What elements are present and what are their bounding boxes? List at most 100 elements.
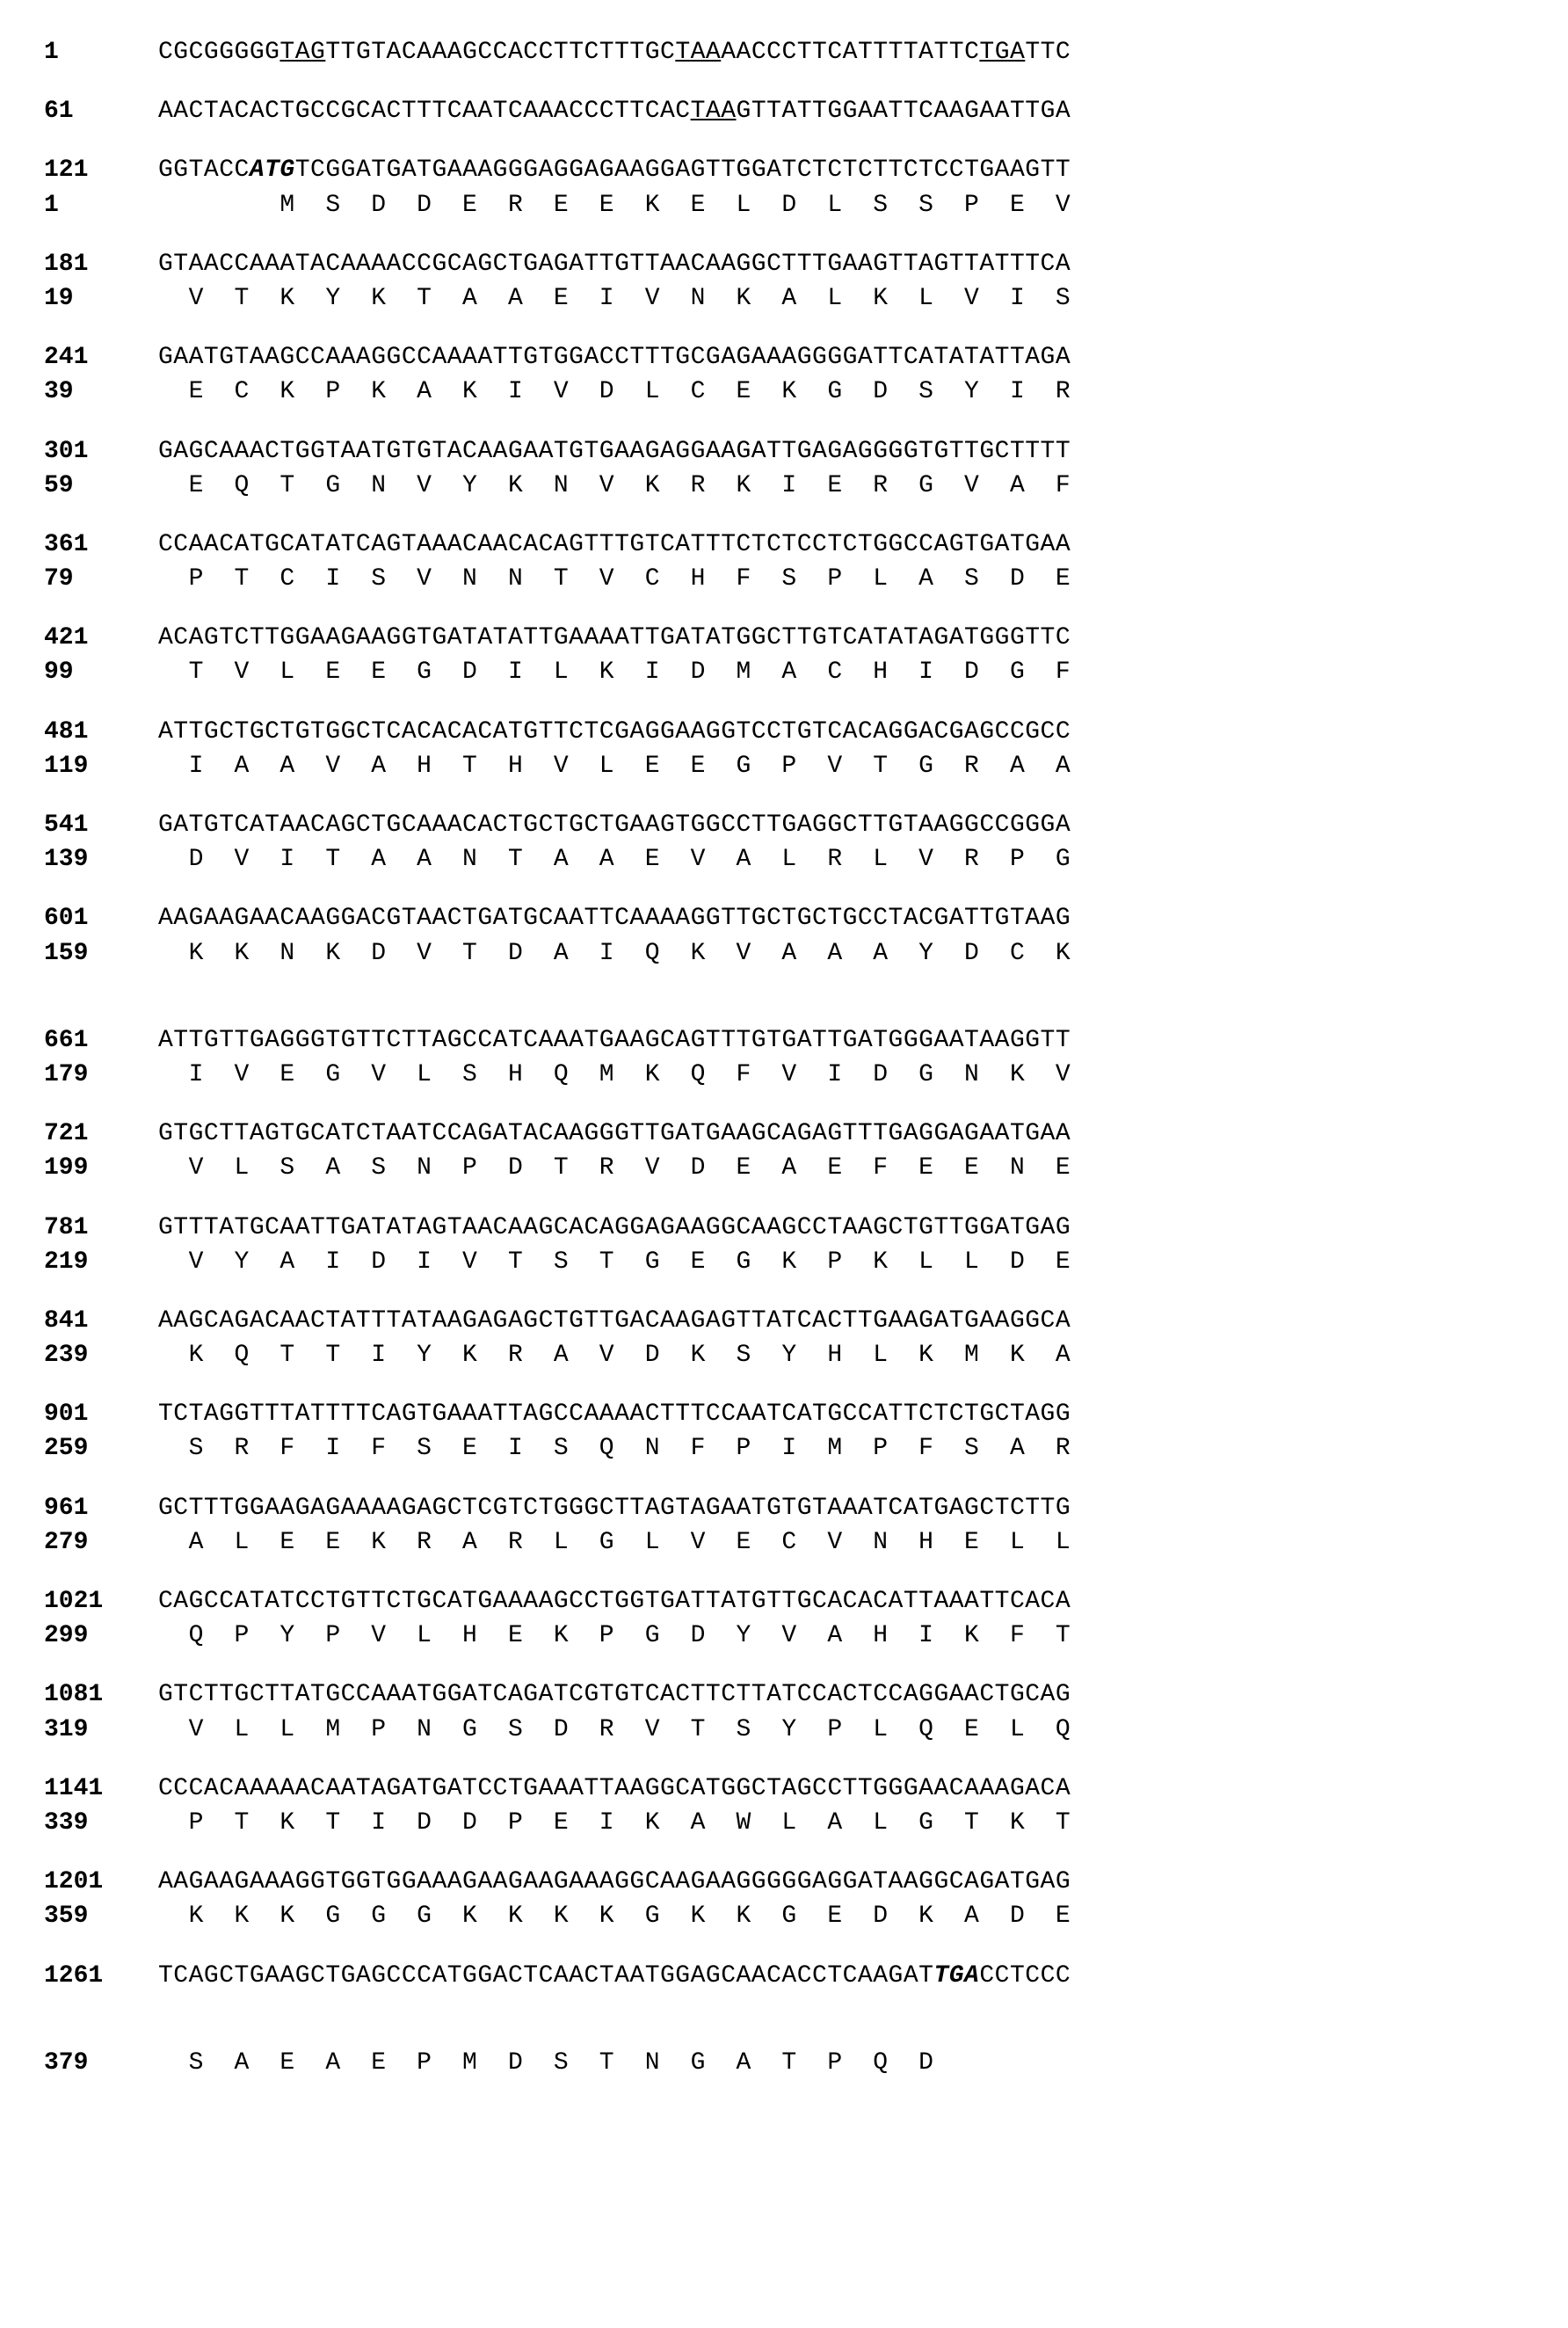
sequence-content: GTCTTGCTTATGCCAAATGGATCAGATCGTGTCACTTCTT… bbox=[158, 1677, 1524, 1746]
position-numbers: 18119 bbox=[44, 247, 158, 316]
sequence-content: AAGAAGAAAGGTGGTGGAAAGAAGAAGAAAGGCAAGAAGG… bbox=[158, 1865, 1524, 1933]
nucleotide-row: 601159AAGAAGAACAAGGACGTAACTGATGCAATTCAAA… bbox=[44, 901, 1524, 970]
nucleotide-sequence: GGTACCATGTCGGATGATGAAAGGGAGGAGAAGGAGTTGG… bbox=[158, 153, 1524, 187]
nucleotide-position: 781 bbox=[44, 1211, 158, 1245]
position-numbers: 61 bbox=[44, 94, 158, 128]
amino-acid-sequence: V L S A S N P D T R V D E A E F E E N E bbox=[158, 1151, 1524, 1185]
nucleotide-row: 901259TCTAGGTTTATTTTCAGTGAAATTAGCCAAAACT… bbox=[44, 1397, 1524, 1466]
sequence-block: 1021299CAGCCATATCCTGTTCTGCATGAAAAGCCTGGT… bbox=[44, 1584, 1524, 1653]
nucleotide-row: 481119ATTGCTGCTGTGGCTCACACACATGTTCTCGAGG… bbox=[44, 715, 1524, 783]
nucleotide-sequence: GTCTTGCTTATGCCAAATGGATCAGATCGTGTCACTTCTT… bbox=[158, 1677, 1524, 1712]
nucleotide-position: 481 bbox=[44, 715, 158, 749]
amino-acid-sequence: V L L M P N G S D R V T S Y P L Q E L Q bbox=[158, 1713, 1524, 1747]
nucleotide-position: 841 bbox=[44, 1304, 158, 1338]
nucleotide-row: 1201359AAGAAGAAAGGTGGTGGAAAGAAGAAGAAAGGC… bbox=[44, 1865, 1524, 1933]
sequence-block: 901259TCTAGGTTTATTTTCAGTGAAATTAGCCAAAACT… bbox=[44, 1397, 1524, 1466]
nucleotide-sequence: ATTGTTGAGGGTGTTCTTAGCCATCAAATGAAGCAGTTTG… bbox=[158, 1023, 1524, 1058]
sequence-content: TCTAGGTTTATTTTCAGTGAAATTAGCCAAAACTTTCCAA… bbox=[158, 1397, 1524, 1466]
amino-acid-position: 259 bbox=[44, 1431, 158, 1466]
amino-acid-sequence: T V L E E G D I L K I D M A C H I D G F bbox=[158, 655, 1524, 689]
sequence-content: AAGAAGAACAAGGACGTAACTGATGCAATTCAAAAGGTTG… bbox=[158, 901, 1524, 970]
sequence-block: 1211GGTACCATGTCGGATGATGAAAGGGAGGAGAAGGAG… bbox=[44, 153, 1524, 222]
position-numbers: 1021299 bbox=[44, 1584, 158, 1653]
nucleotide-row: 42199ACAGTCTTGGAAGAAGGTGATATATTGAAAATTGA… bbox=[44, 621, 1524, 689]
amino-acid-position: 119 bbox=[44, 749, 158, 783]
amino-acid-sequence: E C K P K A K I V D L C E K G D S Y I R bbox=[158, 375, 1524, 409]
amino-acid-position: 59 bbox=[44, 469, 158, 503]
position-numbers: 42199 bbox=[44, 621, 158, 689]
nucleotide-row: 841239AAGCAGACAACTATTTATAAGAGAGCTGTTGACA… bbox=[44, 1304, 1524, 1372]
amino-acid-sequence: I V E G V L S H Q M K Q F V I D G N K V bbox=[158, 1058, 1524, 1092]
nucleotide-sequence: AACTACACTGCCGCACTTTCAATCAAACCCTTCACTAAGT… bbox=[158, 94, 1524, 128]
position-numbers: 1261 bbox=[44, 1959, 158, 1993]
position-numbers: 961279 bbox=[44, 1491, 158, 1560]
nucleotide-position: 1201 bbox=[44, 1865, 158, 1899]
nucleotide-row: 30159GAGCAAACTGGTAATGTGTACAAGAATGTGAAGAG… bbox=[44, 434, 1524, 503]
amino-acid-sequence: V T K Y K T A A E I V N K A L K L V I S bbox=[158, 281, 1524, 316]
sequence-content: GTTTATGCAATTGATATAGTAACAAGCACAGGAGAAGGCA… bbox=[158, 1211, 1524, 1279]
sequence-content: CAGCCATATCCTGTTCTGCATGAAAAGCCTGGTGATTATG… bbox=[158, 1584, 1524, 1653]
nucleotide-row: 721199GTGCTTAGTGCATCTAATCCAGATACAAGGGTTG… bbox=[44, 1117, 1524, 1185]
nucleotide-row: 61AACTACACTGCCGCACTTTCAATCAAACCCTTCACTAA… bbox=[44, 94, 1524, 128]
position-numbers: 781219 bbox=[44, 1211, 158, 1279]
nucleotide-sequence: GAGCAAACTGGTAATGTGTACAAGAATGTGAAGAGGAAGA… bbox=[158, 434, 1524, 469]
sequence-content: ACAGTCTTGGAAGAAGGTGATATATTGAAAATTGATATGG… bbox=[158, 621, 1524, 689]
sequence-block: 841239AAGCAGACAACTATTTATAAGAGAGCTGTTGACA… bbox=[44, 1304, 1524, 1372]
nucleotide-position: 121 bbox=[44, 153, 158, 187]
amino-acid-position: 239 bbox=[44, 1338, 158, 1372]
sequence-block: 42199ACAGTCTTGGAAGAAGGTGATATATTGAAAATTGA… bbox=[44, 621, 1524, 689]
sequence-content: CGCGGGGGTAGTTGTACAAAGCCACCTTCTTTGCTAAAAC… bbox=[158, 35, 1524, 69]
sequence-block: 30159GAGCAAACTGGTAATGTGTACAAGAATGTGAAGAG… bbox=[44, 434, 1524, 503]
nucleotide-sequence: TCAGCTGAAGCTGAGCCCATGGACTCAACTAATGGAGCAA… bbox=[158, 1959, 1524, 1993]
nucleotide-row: 661179ATTGTTGAGGGTGTTCTTAGCCATCAAATGAAGC… bbox=[44, 1023, 1524, 1092]
nucleotide-position: 901 bbox=[44, 1397, 158, 1431]
amino-acid-sequence: S R F I F S E I S Q N F P I M P F S A R bbox=[158, 1431, 1524, 1466]
amino-acid-sequence: K K N K D V T D A I Q K V A A A Y D C K bbox=[158, 936, 1524, 971]
sequence-block: 721199GTGCTTAGTGCATCTAATCCAGATACAAGGGTTG… bbox=[44, 1117, 1524, 1185]
sequence-block: 18119GTAACCAAATACAAAACCGCAGCTGAGATTGTTAA… bbox=[44, 247, 1524, 316]
position-numbers: 379 bbox=[44, 2046, 158, 2080]
nucleotide-position: 1 bbox=[44, 35, 158, 69]
nucleotide-row: 1261TCAGCTGAAGCTGAGCCCATGGACTCAACTAATGGA… bbox=[44, 1959, 1524, 1993]
nucleotide-position: 61 bbox=[44, 94, 158, 128]
sequence-block: 1081319GTCTTGCTTATGCCAAATGGATCAGATCGTGTC… bbox=[44, 1677, 1524, 1746]
nucleotide-row: 961279GCTTTGGAAGAGAAAAGAGCTCGTCTGGGCTTAG… bbox=[44, 1491, 1524, 1560]
amino-acid-position: 159 bbox=[44, 936, 158, 971]
amino-acid-position: 359 bbox=[44, 1899, 158, 1933]
amino-acid-position: 99 bbox=[44, 655, 158, 689]
sequence-block: 661179ATTGTTGAGGGTGTTCTTAGCCATCAAATGAAGC… bbox=[44, 1023, 1524, 1092]
nucleotide-position: 421 bbox=[44, 621, 158, 655]
nucleotide-sequence: TCTAGGTTTATTTTCAGTGAAATTAGCCAAAACTTTCCAA… bbox=[158, 1397, 1524, 1431]
amino-acid-position: 1 bbox=[44, 188, 158, 222]
amino-acid-position: 19 bbox=[44, 281, 158, 316]
nucleotide-sequence: GTGCTTAGTGCATCTAATCCAGATACAAGGGTTGATGAAG… bbox=[158, 1117, 1524, 1151]
amino-acid-position: 339 bbox=[44, 1806, 158, 1840]
amino-acid-sequence: I A A V A H T H V L E E G P V T G R A A bbox=[158, 749, 1524, 783]
position-numbers: 541139 bbox=[44, 808, 158, 877]
nucleotide-sequence: AAGAAGAACAAGGACGTAACTGATGCAATTCAAAAGGTTG… bbox=[158, 901, 1524, 935]
amino-acid-sequence: D V I T A A N T A A E V A L R L V R P G bbox=[158, 842, 1524, 877]
nucleotide-sequence: GAATGTAAGCCAAAGGCCAAAATTGTGGACCTTTGCGAGA… bbox=[158, 340, 1524, 375]
position-numbers: 661179 bbox=[44, 1023, 158, 1092]
sequence-block: 541139GATGTCATAACAGCTGCAAACACTGCTGCTGAAG… bbox=[44, 808, 1524, 877]
amino-acid-sequence: V Y A I D I V T S T G E G K P K L L D E bbox=[158, 1245, 1524, 1279]
amino-acid-position: 279 bbox=[44, 1525, 158, 1560]
nucleotide-row: 1141339CCCACAAAAACAATAGATGATCCTGAAATTAAG… bbox=[44, 1771, 1524, 1840]
position-numbers: 1141339 bbox=[44, 1771, 158, 1840]
nucleotide-position: 1141 bbox=[44, 1771, 158, 1806]
sequence-content: GATGTCATAACAGCTGCAAACACTGCTGCTGAAGTGGCCT… bbox=[158, 808, 1524, 877]
sequence-content: GCTTTGGAAGAGAAAAGAGCTCGTCTGGGCTTAGTAGAAT… bbox=[158, 1491, 1524, 1560]
amino-acid-position: 139 bbox=[44, 842, 158, 877]
sequence-content: GAATGTAAGCCAAAGGCCAAAATTGTGGACCTTTGCGAGA… bbox=[158, 340, 1524, 409]
nucleotide-sequence: AAGCAGACAACTATTTATAAGAGAGCTGTTGACAAGAGTT… bbox=[158, 1304, 1524, 1338]
nucleotide-position: 1021 bbox=[44, 1584, 158, 1619]
nucleotide-sequence: CCCACAAAAACAATAGATGATCCTGAAATTAAGGCATGGC… bbox=[158, 1771, 1524, 1806]
nucleotide-row: 18119GTAACCAAATACAAAACCGCAGCTGAGATTGTTAA… bbox=[44, 247, 1524, 316]
nucleotide-sequence: AAGAAGAAAGGTGGTGGAAAGAAGAAGAAAGGCAAGAAGG… bbox=[158, 1865, 1524, 1899]
amino-acid-position: 179 bbox=[44, 1058, 158, 1092]
amino-acid-sequence: E Q T G N V Y K N V K R K I E R G V A F bbox=[158, 469, 1524, 503]
sequence-content: ATTGTTGAGGGTGTTCTTAGCCATCAAATGAAGCAGTTTG… bbox=[158, 1023, 1524, 1092]
nucleotide-row: 1CGCGGGGGTAGTTGTACAAAGCCACCTTCTTTGCTAAAA… bbox=[44, 35, 1524, 69]
amino-acid-sequence: P T C I S V N N T V C H F S P L A S D E bbox=[158, 562, 1524, 596]
nucleotide-position: 601 bbox=[44, 901, 158, 935]
